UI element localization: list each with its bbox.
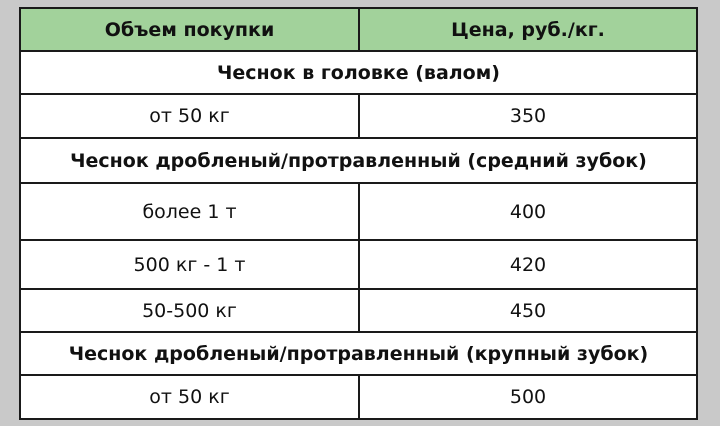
table-row: более 1 т 400 <box>19 182 698 241</box>
volume-cell: 50-500 кг <box>19 288 360 333</box>
price-cell: 350 <box>358 93 698 139</box>
volume-cell: 500 кг - 1 т <box>19 239 360 290</box>
volume-cell: от 50 кг <box>19 93 360 139</box>
price-cell: 400 <box>358 182 698 241</box>
table-header: Объем покупки Цена, руб./кг. <box>19 7 698 52</box>
section-title: Чеснок дробленый/протравленный (крупный … <box>19 331 698 376</box>
price-cell: 420 <box>358 239 698 290</box>
watermark: Avito <box>640 384 693 411</box>
table-row: 50-500 кг 450 <box>19 288 698 333</box>
table-row: 500 кг - 1 т 420 <box>19 239 698 290</box>
table-row: от 50 кг 350 <box>19 93 698 139</box>
header-price: Цена, руб./кг. <box>358 7 698 52</box>
price-cell: 500 <box>358 374 698 420</box>
price-table: Объем покупки Цена, руб./кг. Чеснок в го… <box>19 7 698 420</box>
header-volume: Объем покупки <box>19 7 360 52</box>
section-title: Чеснок дробленый/протравленный (средний … <box>19 137 698 184</box>
volume-cell: более 1 т <box>19 182 360 241</box>
avito-logo-icon <box>612 388 636 412</box>
table-row: от 50 кг 500 <box>19 374 698 420</box>
price-cell: 450 <box>358 288 698 333</box>
volume-cell: от 50 кг <box>19 374 360 420</box>
section-title: Чеснок в головке (валом) <box>19 50 698 95</box>
